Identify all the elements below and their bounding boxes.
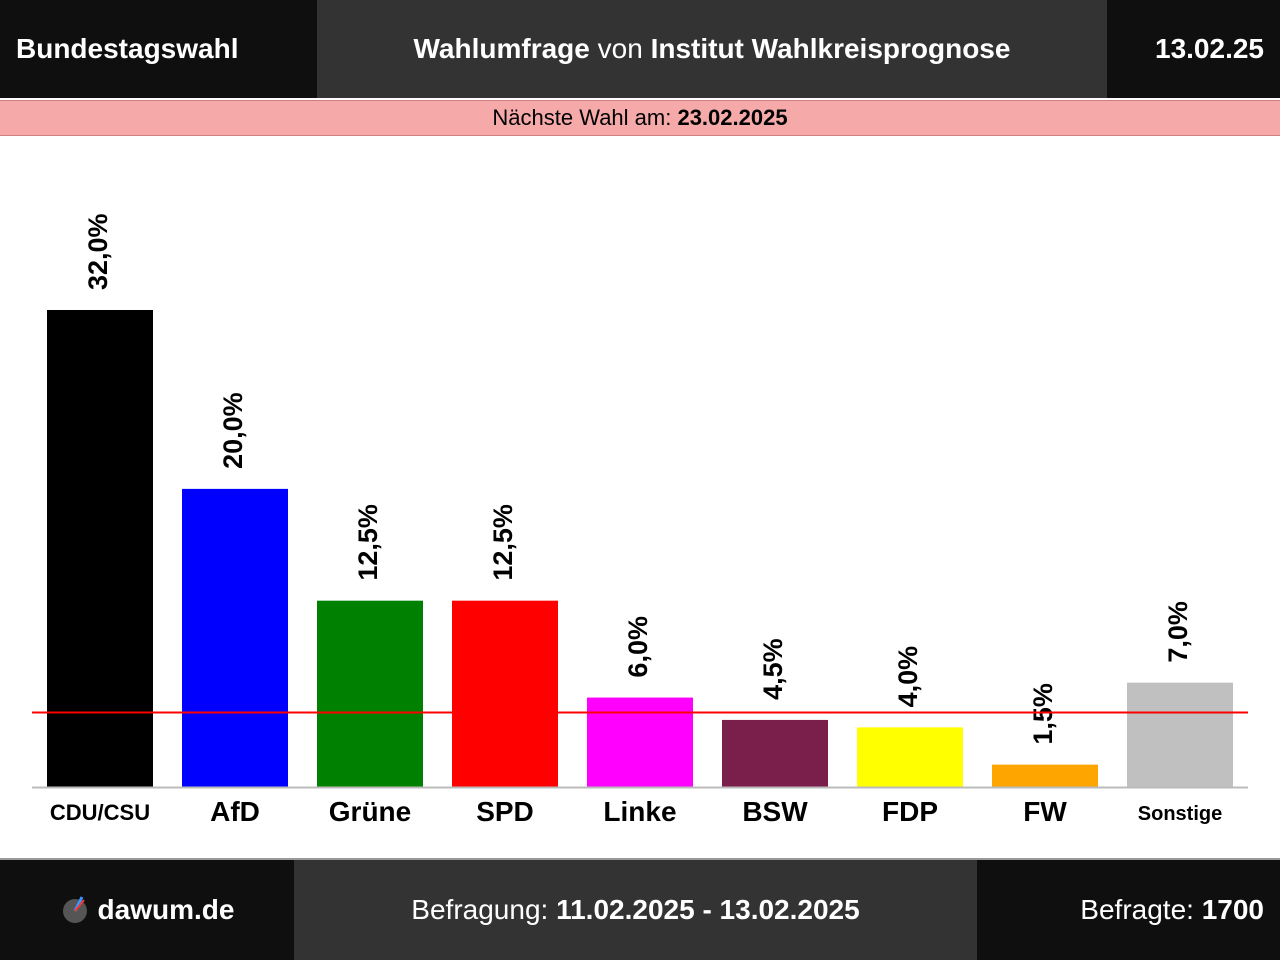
bar-linke xyxy=(587,697,693,787)
value-label-fdp: 4,0% xyxy=(893,646,923,708)
category-label-bsw: BSW xyxy=(742,796,808,827)
poll-title-prefix: Wahlumfrage xyxy=(413,33,590,64)
next-election-label: Nächste Wahl am: xyxy=(492,105,678,130)
bar-afd xyxy=(182,488,288,787)
survey-period: Befragung: 11.02.2025 - 13.02.2025 xyxy=(294,860,977,960)
bar-cdu-csu xyxy=(47,310,153,787)
value-label-bsw: 4,5% xyxy=(758,638,788,700)
category-label-spd: SPD xyxy=(476,796,534,827)
respondents: Befragte: 1700 xyxy=(977,860,1280,960)
dawum-logo-icon xyxy=(62,896,87,923)
respondents-label: Befragte: xyxy=(1080,894,1202,925)
value-label-gruene: 12,5% xyxy=(353,504,383,581)
value-label-linke: 6,0% xyxy=(623,616,653,678)
category-label-sonstige: Sonstige xyxy=(1138,803,1222,825)
value-label-fw: 1,5% xyxy=(1028,683,1058,745)
bar-fdp xyxy=(857,727,963,787)
category-label-fw: FW xyxy=(1023,796,1067,827)
bar-sonstige xyxy=(1127,682,1233,787)
poll-title-mid: von xyxy=(589,33,651,64)
category-label-afd: AfD xyxy=(210,796,260,827)
value-label-sonstige: 7,0% xyxy=(1163,601,1193,663)
category-label-gruene: Grüne xyxy=(329,796,411,827)
footer: dawum.de Befragung: 11.02.2025 - 13.02.2… xyxy=(0,860,1280,960)
bar-bsw xyxy=(722,719,828,787)
survey-label: Befragung: xyxy=(411,894,557,925)
bar-gruene xyxy=(317,600,423,787)
poll-title: Wahlumfrage von Institut Wahlkreisprogno… xyxy=(317,0,1107,98)
survey-range: 11.02.2025 - 13.02.2025 xyxy=(556,894,860,925)
next-election-date: 23.02.2025 xyxy=(677,105,788,130)
value-label-afd: 20,0% xyxy=(218,392,248,469)
bar-fw xyxy=(992,764,1098,787)
footer-divider xyxy=(0,858,1280,860)
category-label-linke: Linke xyxy=(603,796,676,827)
category-label-cdu-csu: CDU/CSU xyxy=(50,800,150,825)
poll-institute: Institut Wahlkreisprognose xyxy=(650,33,1011,64)
value-label-spd: 12,5% xyxy=(488,504,518,581)
poll-date: 13.02.25 xyxy=(1107,0,1280,98)
value-label-cdu-csu: 32,0% xyxy=(83,213,113,290)
brand-name: dawum.de xyxy=(97,894,235,925)
category-label-fdp: FDP xyxy=(882,796,938,827)
bar-chart: 32,0% CDU/CSU 20,0% AfD 12,5% Grüne 12,5% SPD 6,… xyxy=(32,213,1248,827)
header: Bundestagswahl Wahlumfrage von Institut … xyxy=(0,0,1280,98)
respondents-count: 1700 xyxy=(1201,894,1264,925)
election-title: Bundestagswahl xyxy=(0,0,317,98)
brand[interactable]: dawum.de xyxy=(0,860,294,960)
next-election-banner: Nächste Wahl am: 23.02.2025 xyxy=(0,100,1280,136)
bar-spd xyxy=(452,600,558,787)
